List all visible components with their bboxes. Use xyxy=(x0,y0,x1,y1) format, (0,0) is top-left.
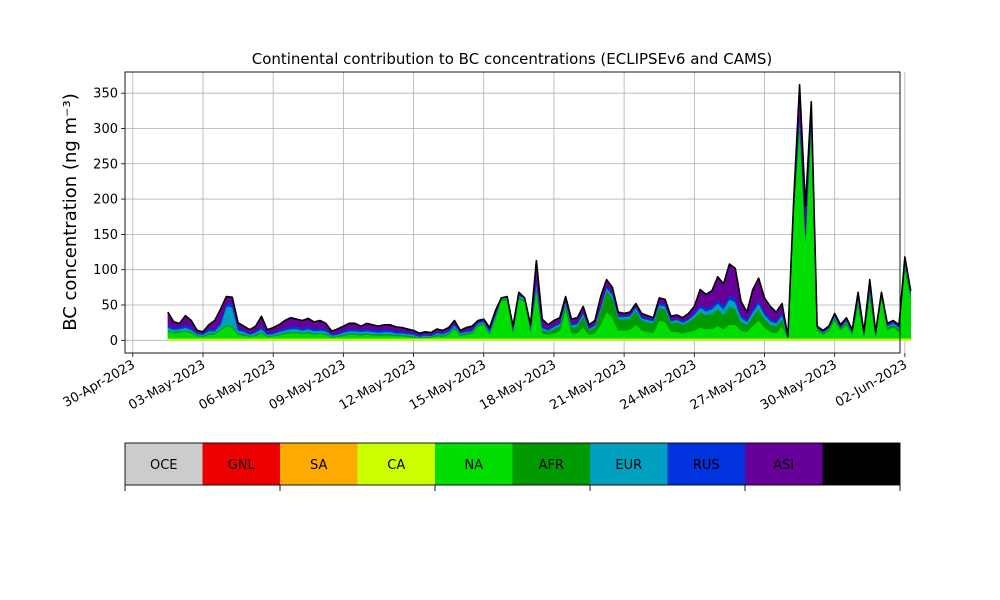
colorbar-label-afr: AFR xyxy=(539,458,564,473)
plot-frame xyxy=(124,71,901,354)
y-tick-label: 150 xyxy=(93,228,118,243)
x-tick-label: 30-Apr-2023 xyxy=(61,357,138,410)
colorbar-swatch-rus xyxy=(667,443,745,485)
colorbar-label-na: NA xyxy=(464,458,483,473)
colorbar-swatch-oce xyxy=(125,443,203,485)
x-tick-label: 03-May-2023 xyxy=(126,357,208,413)
colorbar-swatch-asi xyxy=(745,443,823,485)
colorbar-swatch-eur xyxy=(590,443,668,485)
x-axis-ticks: 30-Apr-202303-May-202306-May-202309-May-… xyxy=(61,353,910,413)
colorbar-swatch-aus xyxy=(822,443,900,485)
y-tick-label: 100 xyxy=(93,263,118,278)
x-tick-label: 30-May-2023 xyxy=(758,357,840,413)
colorbar-label-oce: OCE xyxy=(150,458,178,473)
plot-border xyxy=(124,71,901,354)
x-tick-label: 15-May-2023 xyxy=(407,357,489,413)
y-axis-label: BC concentration (ng m⁻³) xyxy=(60,93,81,331)
y-tick-label: 350 xyxy=(93,87,118,102)
colorbar-label-asi: ASI xyxy=(773,458,794,473)
y-tick-label: 0 xyxy=(110,334,118,349)
stacked-areas xyxy=(167,83,912,341)
total-outline xyxy=(167,83,912,338)
colorbar-label-sa: SA xyxy=(310,458,327,473)
colorbar-legend: OCE GNL SA CA NA AFR EUR RUS ASI AUS xyxy=(124,442,901,491)
x-tick-label: 12-May-2023 xyxy=(337,357,419,413)
colorbar-swatch-sa xyxy=(280,443,358,485)
colorbar-swatch-afr xyxy=(512,443,590,485)
colorbar-swatch-gnl xyxy=(202,443,280,485)
x-tick-label: 09-May-2023 xyxy=(267,357,349,413)
y-axis-ticks: 0 50 100 150 200 250 300 350 xyxy=(93,87,125,349)
colorbar-label-aus: AUS xyxy=(848,458,875,473)
area-ca xyxy=(167,338,911,341)
colorbar-label-rus: RUS xyxy=(693,458,720,473)
chart-title: Continental contribution to BC concentra… xyxy=(252,50,773,68)
x-tick-label: 06-May-2023 xyxy=(196,357,278,413)
y-tick-label: 300 xyxy=(93,122,118,137)
y-tick-label: 50 xyxy=(101,298,118,313)
x-tick-label: 21-May-2023 xyxy=(547,357,629,413)
colorbar-swatch-ca xyxy=(357,443,435,485)
x-tick-label: 18-May-2023 xyxy=(477,357,559,413)
colorbar-label-gnl: GNL xyxy=(228,458,256,473)
x-tick-label: 24-May-2023 xyxy=(618,357,700,413)
colorbar-label-ca: CA xyxy=(387,458,405,473)
colorbar-label-eur: EUR xyxy=(615,458,642,473)
x-tick-label: 27-May-2023 xyxy=(688,357,770,413)
colorbar-border xyxy=(124,442,901,486)
grid-lines xyxy=(125,72,906,353)
x-tick-label: 02-Jun-2023 xyxy=(833,357,910,410)
y-tick-label: 250 xyxy=(93,157,118,172)
colorbar-swatch-na xyxy=(435,443,513,485)
y-tick-label: 200 xyxy=(93,193,118,208)
